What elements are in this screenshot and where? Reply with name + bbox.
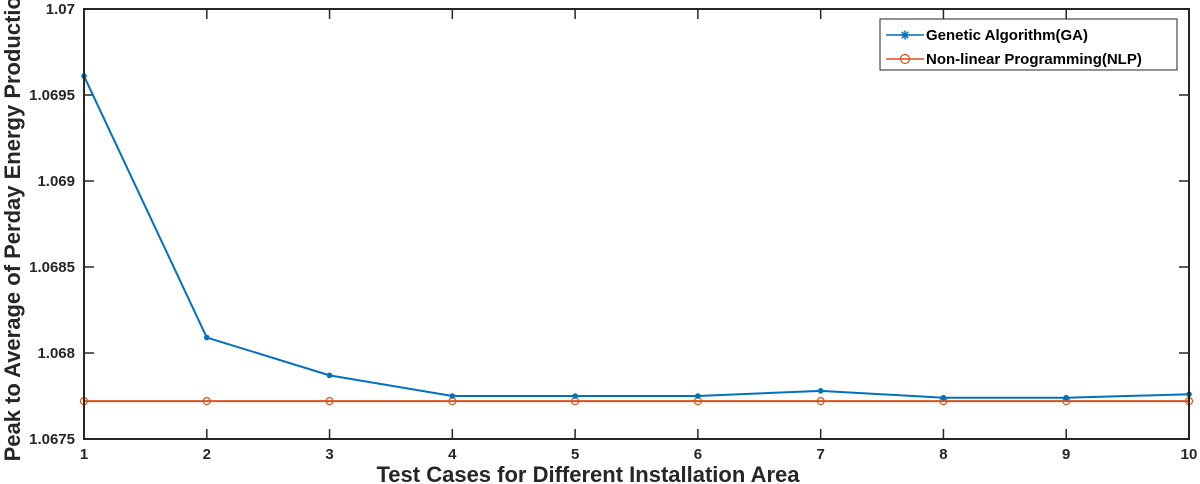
x-tick-label: 4 [448, 446, 457, 463]
data-point [1063, 394, 1070, 401]
x-tick-label: 3 [325, 446, 333, 463]
y-tick-label: 1.0685 [29, 259, 75, 276]
y-tick-labels: 1.0675 1.068 1.0685 1.069 1.0695 1.07 [29, 1, 75, 448]
legend-marker [900, 30, 910, 40]
legend-entry: Non-linear Programming(NLP) [886, 51, 1142, 68]
data-point [326, 372, 333, 379]
data-point [816, 397, 825, 406]
x-tick-marks [83, 9, 1190, 439]
data-point [940, 394, 947, 401]
plot-area-frame [83, 8, 1190, 440]
x-axis-title: Test Cases for Different Installation Ar… [377, 462, 801, 484]
x-tick-label: 6 [694, 446, 702, 463]
legend-entries: Genetic Algorithm(GA) Non-linear Programm… [886, 27, 1142, 68]
x-tick-label: 5 [571, 446, 579, 463]
y-tick-label: 1.07 [46, 1, 75, 18]
data-point [203, 334, 210, 341]
y-axis-title: Peak to Average of Perday Energy Product… [0, 0, 25, 461]
data-point [449, 393, 456, 399]
series-line [83, 75, 1190, 399]
y-tick-label: 1.069 [37, 173, 75, 190]
y-tick-label: 1.068 [37, 345, 75, 362]
x-tick-label: 8 [939, 446, 947, 463]
x-tick-label: 7 [816, 446, 824, 463]
series-layer [79, 73, 1194, 406]
data-point [572, 393, 578, 399]
legend-box [879, 18, 1178, 71]
legend-entry: Genetic Algorithm(GA) [886, 27, 1088, 44]
legend: Genetic Algorithm(GA) Non-linear Programm… [879, 18, 1178, 71]
data-point [202, 397, 211, 406]
data-point [695, 393, 701, 399]
series-ga [81, 73, 1192, 401]
x-tick-label: 1 [80, 446, 88, 463]
x-tick-label: 10 [1181, 446, 1198, 463]
legend-label: Non-linear Programming(NLP) [926, 51, 1142, 68]
y-tick-label: 1.0675 [29, 431, 75, 448]
legend-label: Genetic Algorithm(GA) [926, 27, 1088, 44]
y-tick-marks [84, 8, 1189, 440]
data-point [325, 397, 334, 406]
x-tick-label: 2 [203, 446, 211, 463]
legend-marker [899, 53, 911, 65]
x-tick-label: 9 [1062, 446, 1070, 463]
data-point [817, 388, 824, 394]
x-tick-labels: 1 2 3 4 5 6 7 8 9 10 [80, 446, 1198, 463]
y-tick-label: 1.0695 [29, 87, 75, 104]
